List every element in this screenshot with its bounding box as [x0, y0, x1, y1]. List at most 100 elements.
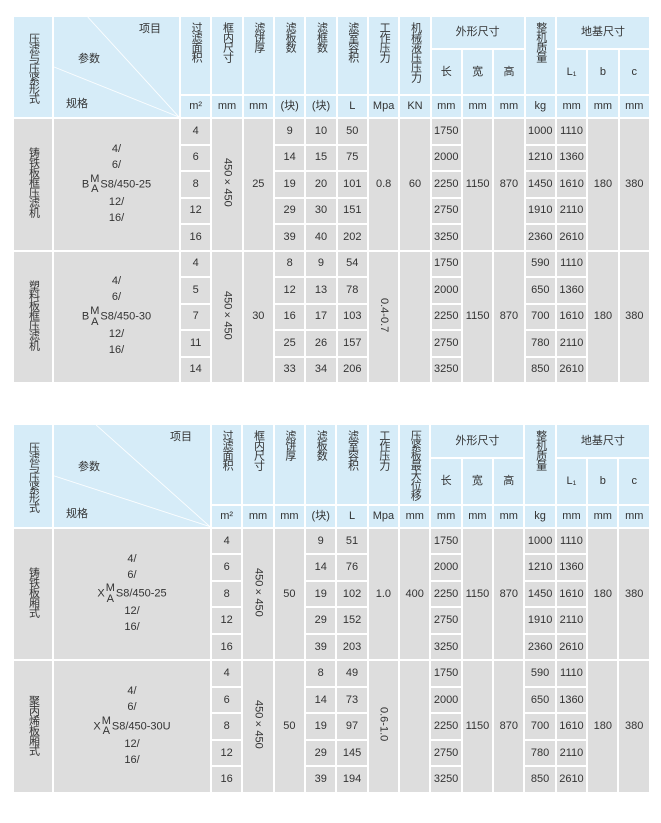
spec-table-chamber-press: 压滤与压紧形式 项目 参数 规格 过滤面积 框内尺寸 滤饼厚 滤板数 滤室容积 工作压力 压紧板最大… [12, 423, 652, 794]
cell-length: 1750 [429, 526, 463, 556]
cell-value: 2000 [434, 283, 459, 296]
cell-area: 6 [209, 685, 244, 715]
cell-value: 12 [220, 746, 233, 759]
size-line: 12/ [93, 737, 170, 753]
cell-plates: 9 [272, 117, 307, 146]
cell-value: 1150 [465, 310, 490, 323]
cell-plates: 8 [272, 249, 307, 278]
column-label: 整机质量 [534, 22, 547, 62]
variant-top: M [90, 305, 100, 318]
cell-value: 9 [317, 257, 325, 270]
column-header-width: 宽 [460, 456, 495, 506]
cell-value: 50 [283, 587, 296, 600]
cell-value: 33 [283, 363, 296, 376]
cell-value: 9 [317, 534, 324, 547]
cell-value: 1610 [559, 720, 584, 733]
cell-value: 3250 [434, 363, 459, 376]
column-group-label: 地基尺寸 [580, 434, 625, 447]
column-header-area: 过滤面积 [209, 423, 244, 506]
unit-width: mm [460, 503, 495, 529]
cell-length: 3250 [429, 355, 463, 384]
form-label: 塑料板框压滤机 [27, 279, 40, 350]
variant-bottom: A [106, 592, 114, 605]
cell-frame: 450×450 [210, 249, 244, 384]
unit-frames: (块) [304, 94, 338, 119]
cell-value: 1150 [465, 587, 490, 600]
unit-label: mm [437, 100, 456, 113]
table-row: 8 19 97 2250 700 1610 [13, 712, 650, 741]
cell-b: 180 [586, 659, 620, 794]
unit-label: mm [468, 509, 487, 522]
cell-frames: 13 [304, 276, 338, 305]
cell-volume: 103 [335, 302, 369, 331]
variant-bottom: A [102, 725, 110, 738]
cell-l1: 2610 [554, 632, 589, 662]
cell-value: 2000 [433, 561, 459, 574]
cell-width: 1150 [460, 659, 495, 794]
unit-label: mm [436, 509, 456, 522]
cell-plates: 19 [272, 170, 307, 199]
cell-value: 2610 [559, 640, 584, 653]
cell-length: 2750 [429, 738, 463, 768]
cell-plates: 39 [304, 765, 338, 794]
header-row: 压滤与压紧形式 项目 参数 规格 过滤面积 框内尺寸 滤饼厚 滤板数 滤室容积 工作压力 压紧板最大… [12, 423, 652, 529]
cell-height: 870 [492, 659, 526, 794]
column-label: 过滤面积 [221, 430, 234, 470]
cell-value: 1450 [528, 177, 553, 190]
column-label: 过滤面积 [190, 22, 203, 62]
column-group-label: 地基尺寸 [580, 26, 625, 39]
column-label: 框内尺寸 [221, 22, 234, 62]
size: 12/ [108, 328, 125, 341]
cell-value: 2750 [434, 336, 459, 349]
cell-l1: 2110 [554, 606, 589, 635]
cell-value: 8 [223, 587, 230, 600]
cell-length: 1750 [429, 249, 463, 278]
variant-top: M [105, 582, 115, 595]
cell-value: 39 [314, 773, 327, 786]
model-suffix: S8/450-30U [111, 720, 171, 733]
cell-area: 5 [178, 276, 213, 305]
cell-value: 1750 [434, 124, 459, 137]
column-label: 滤框数 [315, 22, 328, 52]
model-prefix: B [81, 310, 90, 323]
cell-plates: 16 [272, 302, 307, 331]
cell-mass: 700 [523, 712, 557, 741]
cell-value: 157 [343, 336, 362, 349]
cell-value: 102 [342, 587, 362, 600]
cell-value: 2750 [433, 614, 459, 627]
cell-mass: 780 [523, 738, 557, 768]
column-header-l1: L₁ [554, 456, 589, 506]
cell-area: 12 [178, 196, 213, 225]
cell-value: 1210 [528, 151, 553, 164]
column-group-header: 地基尺寸 [554, 15, 652, 50]
cell-value: 15 [314, 151, 328, 164]
table-row: 8 19 20 101 2250 1450 1610 [13, 170, 650, 199]
column-label: c [631, 65, 638, 78]
column-label: 滤板数 [284, 22, 297, 52]
cell-value: 2250 [434, 310, 459, 323]
cell-value: 19 [314, 587, 327, 600]
unit-frame: mm [241, 503, 275, 529]
column-header-plates: 滤板数 [272, 15, 307, 96]
cell-length: 2750 [429, 196, 463, 225]
cell-value: 20 [314, 177, 328, 190]
cell-value: 51 [345, 534, 359, 547]
cell-value: 5 [192, 283, 199, 296]
unit-row: m² mm mm (块) L Mpa mm mm mm mm kg mm mm mm [13, 503, 651, 529]
cell-area: 12 [209, 738, 244, 768]
column-label: 滤室容积 [346, 22, 359, 62]
unit-volume: L [335, 94, 369, 119]
spec-table-frame-press: 压滤与压紧形式 项目 参数 规格 过滤面积 框内尺寸 滤饼厚 滤板数 滤框数 滤室容积 工作压力 机械… [12, 15, 652, 384]
cell-value: 1450 [527, 587, 553, 600]
cell-value: 40 [314, 230, 328, 243]
diagonal-header: 项目 参数 规格 [52, 423, 212, 529]
cell-value: 2110 [559, 336, 584, 349]
cell-value: 26 [314, 336, 328, 349]
column-header-area: 过滤面积 [178, 15, 213, 96]
unit-b: mm [586, 94, 620, 119]
header-row: 压滤与压紧形式 项目 参数 规格 过滤面积 框内尺寸 滤饼厚 滤板数 滤框数 滤室容积 工作压力 机械… [12, 15, 652, 119]
cell-l1: 1360 [554, 143, 589, 172]
unit-label: mm [248, 509, 268, 522]
unit-label: kg [534, 100, 547, 113]
unit-label: mm [499, 509, 518, 522]
